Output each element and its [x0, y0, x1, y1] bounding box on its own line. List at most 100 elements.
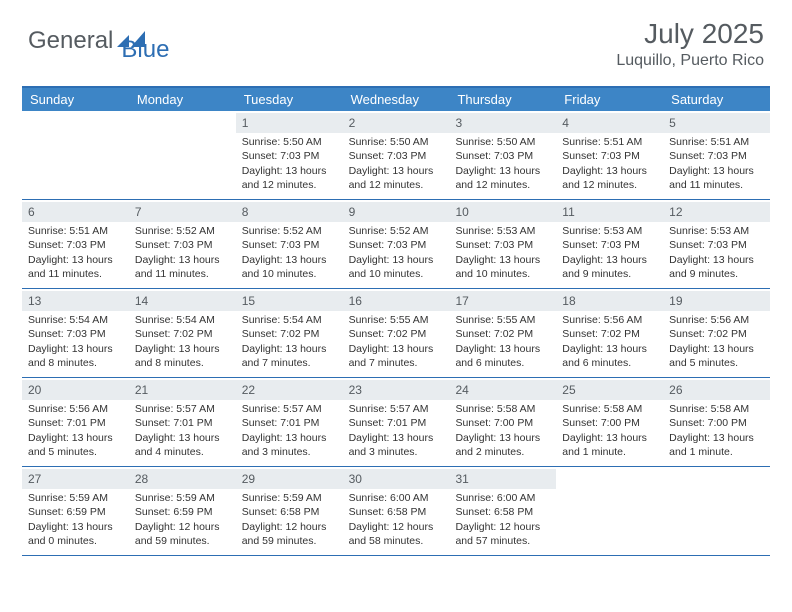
day-details: Sunrise: 5:52 AMSunset: 7:03 PMDaylight:…	[240, 224, 339, 281]
sunset-text: Sunset: 6:58 PM	[455, 505, 550, 519]
calendar-cell: 5Sunrise: 5:51 AMSunset: 7:03 PMDaylight…	[663, 111, 770, 199]
calendar-cell: 30Sunrise: 6:00 AMSunset: 6:58 PMDayligh…	[343, 467, 450, 555]
day-number: 31	[449, 469, 556, 489]
daylight-text-1: Daylight: 13 hours	[455, 342, 550, 356]
weekday-header: Wednesday	[343, 88, 450, 111]
day-number: 4	[556, 113, 663, 133]
sunrise-text: Sunrise: 5:50 AM	[242, 135, 337, 149]
sunrise-text: Sunrise: 5:58 AM	[562, 402, 657, 416]
day-details: Sunrise: 5:57 AMSunset: 7:01 PMDaylight:…	[133, 402, 232, 459]
day-details: Sunrise: 5:50 AMSunset: 7:03 PMDaylight:…	[240, 135, 339, 192]
calendar-cell: 31Sunrise: 6:00 AMSunset: 6:58 PMDayligh…	[449, 467, 556, 555]
daylight-text-1: Daylight: 13 hours	[28, 431, 123, 445]
calendar-cell: 9Sunrise: 5:52 AMSunset: 7:03 PMDaylight…	[343, 200, 450, 288]
day-number: 29	[236, 469, 343, 489]
daylight-text-2: and 3 minutes.	[242, 445, 337, 459]
day-number: 5	[663, 113, 770, 133]
daylight-text-1: Daylight: 13 hours	[135, 253, 230, 267]
sunset-text: Sunset: 7:02 PM	[455, 327, 550, 341]
weekday-header: Saturday	[663, 88, 770, 111]
sunset-text: Sunset: 6:58 PM	[242, 505, 337, 519]
calendar-cell	[22, 111, 129, 199]
sunrise-text: Sunrise: 5:57 AM	[135, 402, 230, 416]
calendar-cell: 29Sunrise: 5:59 AMSunset: 6:58 PMDayligh…	[236, 467, 343, 555]
day-number: 12	[663, 202, 770, 222]
daylight-text-2: and 11 minutes.	[28, 267, 123, 281]
day-details: Sunrise: 5:56 AMSunset: 7:02 PMDaylight:…	[560, 313, 659, 370]
daylight-text-1: Daylight: 12 hours	[135, 520, 230, 534]
sunrise-text: Sunrise: 5:52 AM	[135, 224, 230, 238]
calendar-row: 6Sunrise: 5:51 AMSunset: 7:03 PMDaylight…	[22, 200, 770, 289]
day-number: 13	[22, 291, 129, 311]
day-number: 27	[22, 469, 129, 489]
sunrise-text: Sunrise: 5:53 AM	[562, 224, 657, 238]
sunset-text: Sunset: 7:03 PM	[562, 238, 657, 252]
day-details: Sunrise: 5:51 AMSunset: 7:03 PMDaylight:…	[26, 224, 125, 281]
sunset-text: Sunset: 7:03 PM	[669, 149, 764, 163]
calendar-cell: 25Sunrise: 5:58 AMSunset: 7:00 PMDayligh…	[556, 378, 663, 466]
day-number: 26	[663, 380, 770, 400]
day-details: Sunrise: 5:57 AMSunset: 7:01 PMDaylight:…	[347, 402, 446, 459]
daylight-text-2: and 9 minutes.	[562, 267, 657, 281]
sunset-text: Sunset: 7:03 PM	[562, 149, 657, 163]
day-details: Sunrise: 6:00 AMSunset: 6:58 PMDaylight:…	[347, 491, 446, 548]
day-details: Sunrise: 5:52 AMSunset: 7:03 PMDaylight:…	[347, 224, 446, 281]
day-number: 8	[236, 202, 343, 222]
daylight-text-1: Daylight: 12 hours	[455, 520, 550, 534]
daylight-text-1: Daylight: 13 hours	[28, 342, 123, 356]
sunrise-text: Sunrise: 5:59 AM	[135, 491, 230, 505]
daylight-text-2: and 6 minutes.	[562, 356, 657, 370]
daylight-text-2: and 11 minutes.	[669, 178, 764, 192]
day-number: 14	[129, 291, 236, 311]
calendar-header-row: SundayMondayTuesdayWednesdayThursdayFrid…	[22, 88, 770, 111]
sunset-text: Sunset: 7:02 PM	[562, 327, 657, 341]
daylight-text-1: Daylight: 13 hours	[669, 342, 764, 356]
day-number: 10	[449, 202, 556, 222]
sunrise-text: Sunrise: 5:52 AM	[349, 224, 444, 238]
calendar-cell: 21Sunrise: 5:57 AMSunset: 7:01 PMDayligh…	[129, 378, 236, 466]
daylight-text-2: and 7 minutes.	[349, 356, 444, 370]
sunrise-text: Sunrise: 6:00 AM	[349, 491, 444, 505]
location: Luquillo, Puerto Rico	[616, 52, 764, 70]
sunrise-text: Sunrise: 5:57 AM	[349, 402, 444, 416]
calendar-cell: 13Sunrise: 5:54 AMSunset: 7:03 PMDayligh…	[22, 289, 129, 377]
daylight-text-2: and 5 minutes.	[669, 356, 764, 370]
daylight-text-2: and 4 minutes.	[135, 445, 230, 459]
daylight-text-1: Daylight: 13 hours	[562, 164, 657, 178]
day-number: 6	[22, 202, 129, 222]
daylight-text-1: Daylight: 13 hours	[349, 164, 444, 178]
daylight-text-1: Daylight: 13 hours	[562, 253, 657, 267]
daylight-text-2: and 10 minutes.	[349, 267, 444, 281]
calendar-cell: 6Sunrise: 5:51 AMSunset: 7:03 PMDaylight…	[22, 200, 129, 288]
calendar-cell: 8Sunrise: 5:52 AMSunset: 7:03 PMDaylight…	[236, 200, 343, 288]
sunset-text: Sunset: 7:03 PM	[455, 149, 550, 163]
day-number: 11	[556, 202, 663, 222]
calendar-cell: 3Sunrise: 5:50 AMSunset: 7:03 PMDaylight…	[449, 111, 556, 199]
daylight-text-1: Daylight: 13 hours	[242, 342, 337, 356]
daylight-text-2: and 59 minutes.	[135, 534, 230, 548]
day-details: Sunrise: 5:58 AMSunset: 7:00 PMDaylight:…	[667, 402, 766, 459]
weekday-header: Thursday	[449, 88, 556, 111]
logo: General Blue	[28, 18, 169, 64]
sunset-text: Sunset: 7:03 PM	[242, 149, 337, 163]
day-details: Sunrise: 5:53 AMSunset: 7:03 PMDaylight:…	[667, 224, 766, 281]
day-details: Sunrise: 5:59 AMSunset: 6:59 PMDaylight:…	[26, 491, 125, 548]
daylight-text-1: Daylight: 13 hours	[242, 431, 337, 445]
calendar-cell: 19Sunrise: 5:56 AMSunset: 7:02 PMDayligh…	[663, 289, 770, 377]
sunset-text: Sunset: 7:03 PM	[455, 238, 550, 252]
daylight-text-1: Daylight: 13 hours	[242, 164, 337, 178]
day-details: Sunrise: 5:58 AMSunset: 7:00 PMDaylight:…	[560, 402, 659, 459]
daylight-text-1: Daylight: 13 hours	[349, 431, 444, 445]
daylight-text-2: and 1 minute.	[669, 445, 764, 459]
sunrise-text: Sunrise: 5:56 AM	[562, 313, 657, 327]
calendar-cell: 28Sunrise: 5:59 AMSunset: 6:59 PMDayligh…	[129, 467, 236, 555]
calendar-cell	[129, 111, 236, 199]
daylight-text-2: and 59 minutes.	[242, 534, 337, 548]
sunrise-text: Sunrise: 5:50 AM	[349, 135, 444, 149]
calendar-cell: 26Sunrise: 5:58 AMSunset: 7:00 PMDayligh…	[663, 378, 770, 466]
sunset-text: Sunset: 6:59 PM	[28, 505, 123, 519]
sunset-text: Sunset: 7:03 PM	[669, 238, 764, 252]
calendar-cell: 1Sunrise: 5:50 AMSunset: 7:03 PMDaylight…	[236, 111, 343, 199]
day-details: Sunrise: 5:59 AMSunset: 6:58 PMDaylight:…	[240, 491, 339, 548]
day-number: 15	[236, 291, 343, 311]
